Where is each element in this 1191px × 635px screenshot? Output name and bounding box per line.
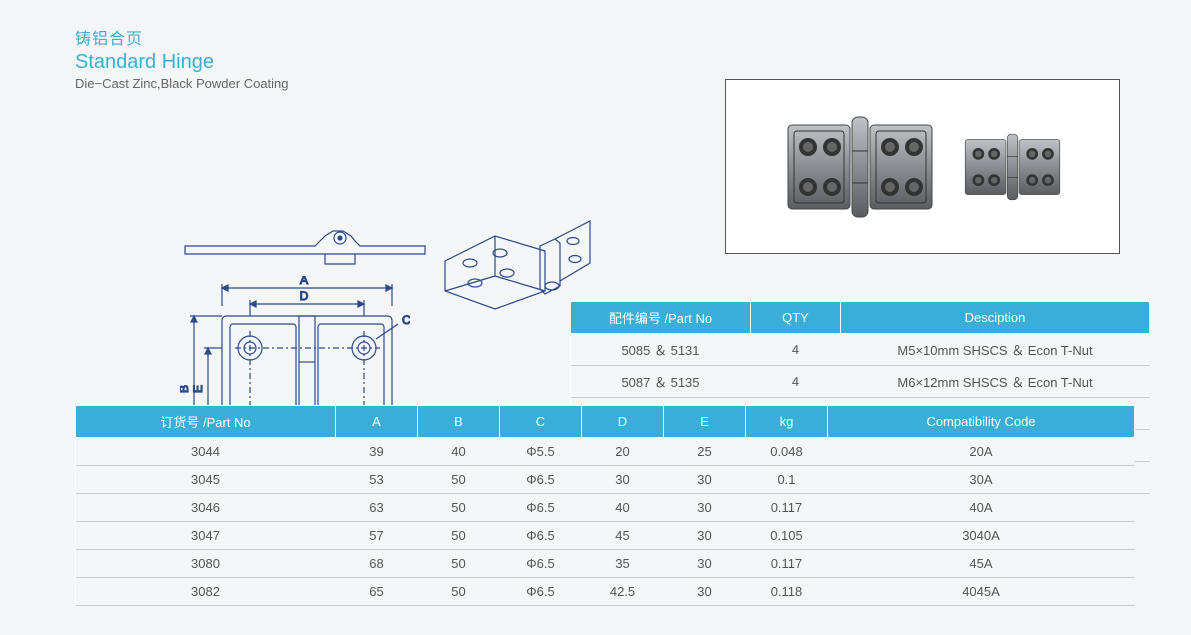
product-photo-frame <box>725 79 1120 254</box>
table-row: 5085 ＆ 51314M5×10mm SHSCS ＆ Econ T-Nut <box>571 334 1150 366</box>
table-cell: 40 <box>582 494 664 522</box>
table-cell: 45A <box>828 550 1135 578</box>
table-cell: 3040A <box>828 522 1135 550</box>
table-cell: 3047 <box>76 522 336 550</box>
table-cell: 3082 <box>76 578 336 606</box>
table-cell: M5×10mm SHSCS ＆ Econ T-Nut <box>841 334 1150 366</box>
table-cell: 20 <box>582 438 664 466</box>
product-photo-small <box>960 122 1065 212</box>
table-cell: 3044 <box>76 438 336 466</box>
table-cell: 0.117 <box>746 550 828 578</box>
table-row: 30466350Φ6.540300.11740A <box>76 494 1135 522</box>
table-cell: 53 <box>336 466 418 494</box>
table-cell: 30 <box>664 466 746 494</box>
table-cell: 25 <box>664 438 746 466</box>
table-cell: 0.1 <box>746 466 828 494</box>
table-cell: 30 <box>664 550 746 578</box>
table-cell: 0.048 <box>746 438 828 466</box>
table-cell: 50 <box>418 578 500 606</box>
spec-table-header: E <box>664 406 746 438</box>
table-cell: 5087 ＆ 5135 <box>571 366 751 398</box>
product-photo-large <box>780 107 940 227</box>
table-cell: Φ6.5 <box>500 466 582 494</box>
table-cell: 50 <box>418 550 500 578</box>
table-row: 30826550Φ6.542.5300.1184045A <box>76 578 1135 606</box>
spec-table: 订货号 /Part NoABCDEkgCompatibility Code 30… <box>75 405 1135 606</box>
table-cell: 3080 <box>76 550 336 578</box>
dim-label-a: A <box>300 276 308 287</box>
table-row: 30443940Φ5.520250.04820A <box>76 438 1135 466</box>
spec-table-header: kg <box>746 406 828 438</box>
table-cell: Φ6.5 <box>500 550 582 578</box>
title-english: Standard Hinge <box>75 51 1135 74</box>
table-cell: Φ6.5 <box>500 578 582 606</box>
isometric-drawing <box>445 221 590 309</box>
table-row: 30455350Φ6.530300.130A <box>76 466 1135 494</box>
spec-table-header: D <box>582 406 664 438</box>
table-cell: 4045A <box>828 578 1135 606</box>
dim-label-c: C <box>402 313 410 327</box>
dim-label-b: B <box>180 385 191 393</box>
table-cell: 30 <box>664 494 746 522</box>
table-cell: 50 <box>418 494 500 522</box>
table-cell: 40 <box>418 438 500 466</box>
table-cell: 65 <box>336 578 418 606</box>
spec-table-header: Compatibility Code <box>828 406 1135 438</box>
table-cell: 5085 ＆ 5131 <box>571 334 751 366</box>
table-cell: 35 <box>582 550 664 578</box>
spec-table-header: C <box>500 406 582 438</box>
table-row: 5087 ＆ 51354M6×12mm SHSCS ＆ Econ T-Nut <box>571 366 1150 398</box>
table-cell: 4 <box>751 366 841 398</box>
table-cell: 30 <box>582 466 664 494</box>
table-cell: 0.118 <box>746 578 828 606</box>
table-cell: 45 <box>582 522 664 550</box>
dim-label-e: E <box>191 385 205 393</box>
title-chinese: 铸铝合页 <box>75 25 1135 49</box>
table-cell: M6×12mm SHSCS ＆ Econ T-Nut <box>841 366 1150 398</box>
table-cell: 42.5 <box>582 578 664 606</box>
parts-table-header: 配件编号 /Part No <box>571 302 751 334</box>
dim-label-d: D <box>300 289 309 303</box>
table-cell: 50 <box>418 466 500 494</box>
table-cell: 57 <box>336 522 418 550</box>
side-view-drawing <box>185 231 425 264</box>
table-row: 30806850Φ6.535300.11745A <box>76 550 1135 578</box>
spec-table-header: B <box>418 406 500 438</box>
table-cell: 68 <box>336 550 418 578</box>
parts-table-header: Desciption <box>841 302 1150 334</box>
table-cell: 50 <box>418 522 500 550</box>
table-cell: 30 <box>664 578 746 606</box>
spec-table-header: 订货号 /Part No <box>76 406 336 438</box>
table-cell: 39 <box>336 438 418 466</box>
spec-table-header: A <box>336 406 418 438</box>
table-cell: 3046 <box>76 494 336 522</box>
table-cell: Φ6.5 <box>500 522 582 550</box>
table-cell: 63 <box>336 494 418 522</box>
table-cell: 40A <box>828 494 1135 522</box>
table-cell: Φ6.5 <box>500 494 582 522</box>
table-cell: 3045 <box>76 466 336 494</box>
table-row: 30475750Φ6.545300.1053040A <box>76 522 1135 550</box>
table-cell: 0.105 <box>746 522 828 550</box>
table-cell: Φ5.5 <box>500 438 582 466</box>
table-cell: 30 <box>664 522 746 550</box>
table-cell: 20A <box>828 438 1135 466</box>
table-cell: 30A <box>828 466 1135 494</box>
table-cell: 0.117 <box>746 494 828 522</box>
parts-table-header: QTY <box>751 302 841 334</box>
table-cell: 4 <box>751 334 841 366</box>
